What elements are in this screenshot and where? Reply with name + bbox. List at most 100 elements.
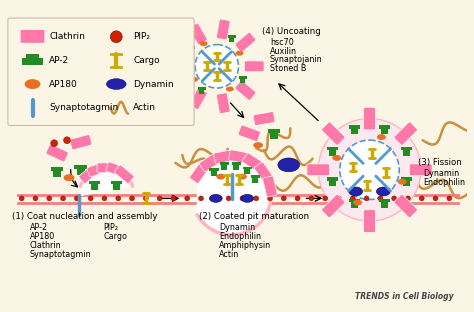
Polygon shape: [245, 169, 250, 174]
Circle shape: [378, 196, 383, 201]
FancyBboxPatch shape: [364, 107, 375, 130]
Polygon shape: [379, 199, 390, 202]
Polygon shape: [221, 165, 228, 170]
Circle shape: [212, 196, 217, 201]
Text: Synaptojanin: Synaptojanin: [270, 56, 323, 65]
Circle shape: [143, 196, 148, 201]
Text: Endophilin: Endophilin: [219, 232, 261, 241]
Ellipse shape: [353, 200, 362, 206]
Circle shape: [19, 196, 24, 201]
Polygon shape: [232, 162, 241, 165]
Circle shape: [226, 196, 231, 201]
Circle shape: [295, 196, 300, 201]
Text: Endophilin: Endophilin: [424, 178, 466, 187]
Circle shape: [88, 196, 93, 201]
Polygon shape: [229, 37, 234, 42]
Text: (1) Coat nucleation and assembly: (1) Coat nucleation and assembly: [12, 212, 157, 221]
Text: AP-2: AP-2: [29, 223, 48, 232]
Polygon shape: [209, 168, 219, 171]
Text: Dynamin: Dynamin: [133, 80, 173, 89]
FancyBboxPatch shape: [410, 164, 432, 176]
FancyBboxPatch shape: [200, 153, 221, 172]
FancyBboxPatch shape: [217, 19, 230, 40]
Circle shape: [267, 196, 273, 201]
Polygon shape: [22, 58, 43, 65]
Circle shape: [364, 196, 369, 201]
Text: Synaptotagmin: Synaptotagmin: [49, 103, 118, 112]
Circle shape: [116, 196, 121, 201]
Circle shape: [102, 196, 107, 201]
Ellipse shape: [64, 174, 74, 181]
FancyBboxPatch shape: [106, 162, 126, 177]
Text: (2) Coated pit maturation: (2) Coated pit maturation: [199, 212, 309, 221]
FancyBboxPatch shape: [235, 80, 256, 100]
Ellipse shape: [377, 134, 386, 140]
Ellipse shape: [332, 155, 341, 161]
Circle shape: [433, 196, 438, 201]
FancyBboxPatch shape: [214, 150, 235, 164]
FancyBboxPatch shape: [97, 163, 116, 173]
Ellipse shape: [25, 79, 40, 89]
Polygon shape: [91, 183, 98, 190]
Text: Synaptotagmin: Synaptotagmin: [29, 250, 91, 259]
FancyBboxPatch shape: [79, 165, 99, 183]
Polygon shape: [253, 178, 258, 183]
FancyBboxPatch shape: [87, 162, 107, 177]
Polygon shape: [403, 149, 410, 156]
Polygon shape: [81, 168, 132, 195]
Text: Cargo: Cargo: [133, 56, 160, 65]
Polygon shape: [26, 54, 39, 62]
FancyBboxPatch shape: [189, 88, 207, 110]
Text: Cargo: Cargo: [103, 232, 128, 241]
FancyBboxPatch shape: [242, 153, 264, 172]
Circle shape: [340, 140, 399, 199]
Text: Stoned B: Stoned B: [270, 64, 306, 73]
FancyBboxPatch shape: [307, 164, 329, 176]
Text: Clathrin: Clathrin: [49, 32, 85, 41]
Text: AP180: AP180: [49, 80, 78, 89]
Polygon shape: [211, 170, 217, 176]
FancyBboxPatch shape: [394, 194, 418, 218]
Circle shape: [240, 196, 245, 201]
FancyBboxPatch shape: [189, 23, 207, 45]
Circle shape: [185, 196, 190, 201]
Ellipse shape: [200, 41, 208, 46]
Polygon shape: [351, 202, 358, 208]
Circle shape: [323, 196, 328, 201]
Ellipse shape: [349, 187, 363, 196]
Polygon shape: [251, 175, 260, 178]
Polygon shape: [401, 178, 412, 181]
FancyBboxPatch shape: [70, 134, 92, 150]
Ellipse shape: [216, 174, 225, 180]
Text: (4) Uncoating: (4) Uncoating: [262, 27, 321, 36]
FancyBboxPatch shape: [254, 162, 273, 183]
Text: Actin: Actin: [133, 103, 156, 112]
Text: TRENDS in Cell Biology: TRENDS in Cell Biology: [355, 292, 453, 301]
Polygon shape: [77, 168, 85, 175]
Ellipse shape: [236, 51, 244, 56]
Polygon shape: [351, 128, 358, 134]
Polygon shape: [268, 129, 280, 133]
Circle shape: [61, 196, 65, 201]
Circle shape: [405, 196, 410, 201]
Circle shape: [254, 196, 259, 201]
Circle shape: [313, 114, 426, 226]
Circle shape: [195, 45, 238, 88]
Polygon shape: [403, 180, 410, 186]
Polygon shape: [198, 87, 206, 90]
Text: Auxilin: Auxilin: [270, 46, 297, 56]
Circle shape: [447, 196, 452, 201]
Ellipse shape: [376, 187, 390, 196]
FancyBboxPatch shape: [217, 93, 230, 114]
Polygon shape: [51, 167, 64, 171]
Polygon shape: [379, 125, 390, 129]
Polygon shape: [270, 132, 278, 139]
Polygon shape: [329, 149, 336, 156]
FancyBboxPatch shape: [190, 162, 209, 183]
Polygon shape: [349, 199, 360, 202]
Circle shape: [350, 196, 355, 201]
Text: Dynamin: Dynamin: [219, 223, 255, 232]
Text: hsc70: hsc70: [270, 38, 294, 47]
Polygon shape: [233, 164, 239, 170]
Text: Clathrin: Clathrin: [29, 241, 61, 250]
